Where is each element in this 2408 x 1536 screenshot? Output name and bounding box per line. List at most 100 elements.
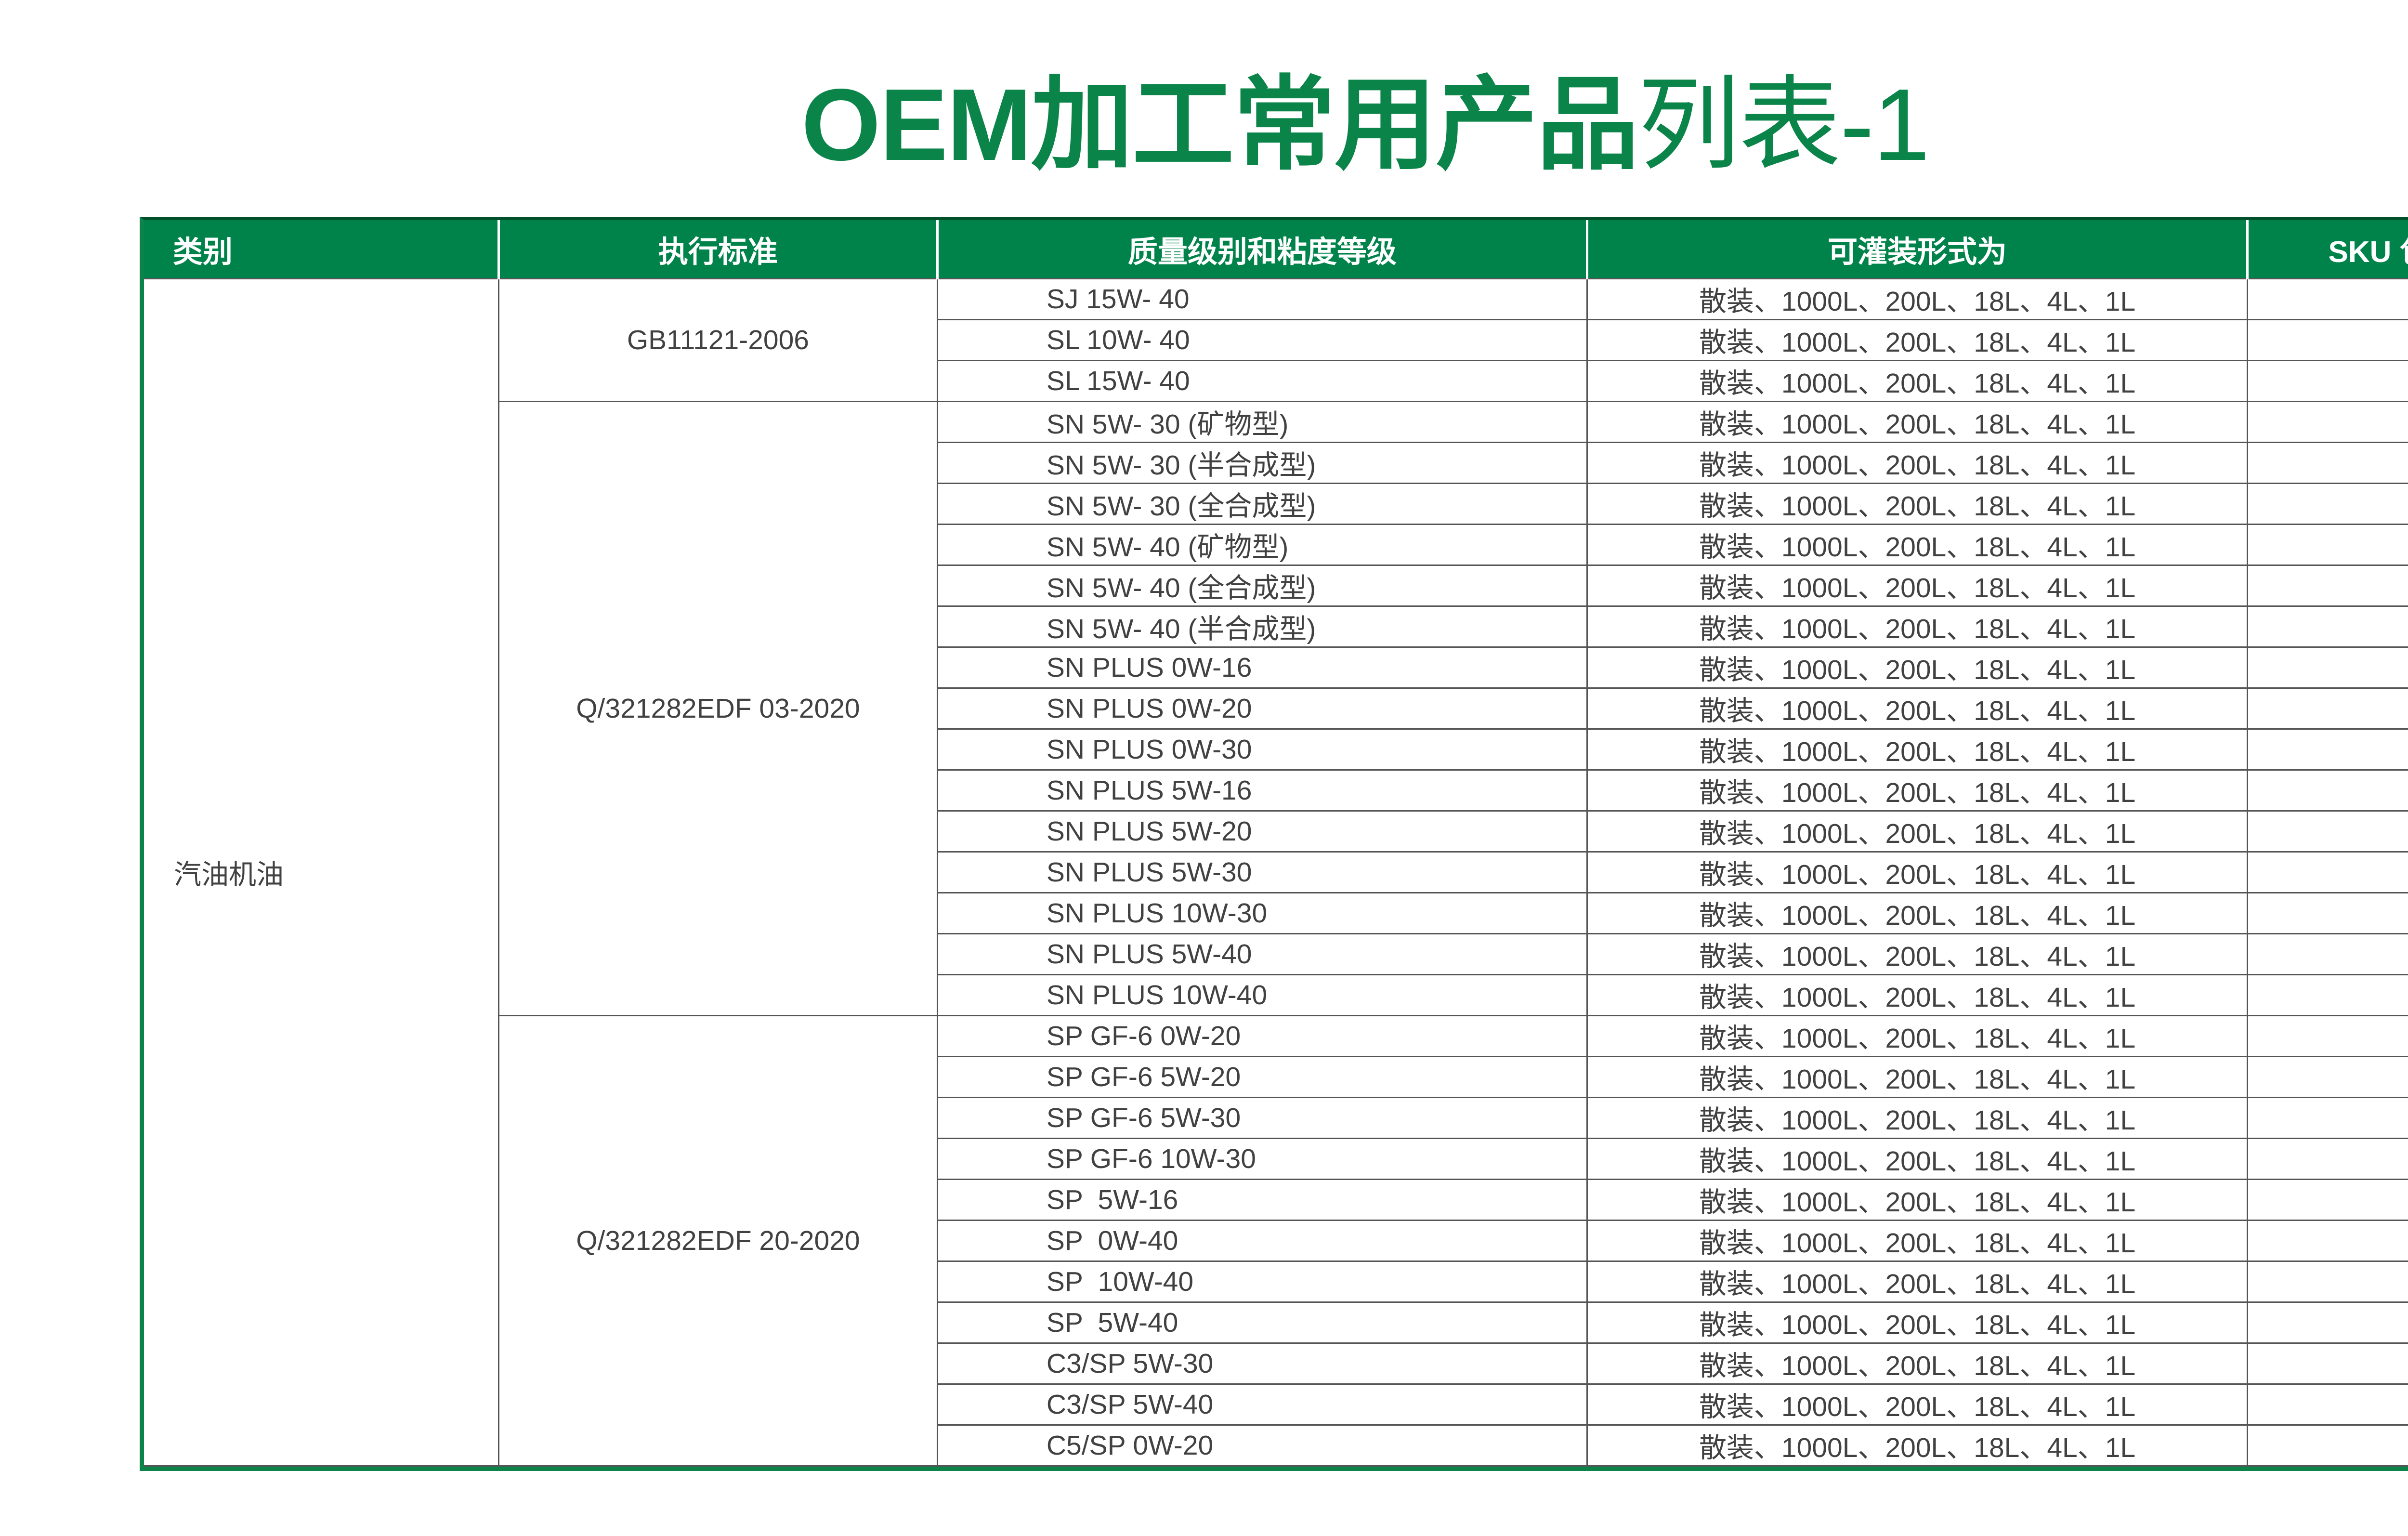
grade-cell: SN 5W- 40 (半合成型)	[936, 605, 1588, 648]
grade-cell: SN PLUS 5W-20	[936, 810, 1588, 853]
grade-cell: SN PLUS 5W-30	[936, 851, 1588, 893]
filling-cell: 散装、1000L、200L、18L、4L、1L	[1586, 933, 2249, 975]
grade-cell: SP GF-6 5W-30	[936, 1097, 1588, 1139]
table-row: SN 5W- 40 (全合成型)散装、1000L、200L、18L、4L、1L6	[144, 565, 2408, 607]
filling-cell: 散装、1000L、200L、18L、4L、1L	[1586, 565, 2249, 607]
sku-cell: 6	[2247, 851, 2408, 893]
filling-cell: 散装、1000L、200L、18L、4L、1L	[1586, 1056, 2249, 1098]
grade-cell: SN 5W- 40 (全合成型)	[936, 565, 1588, 607]
sku-cell: 6	[2247, 483, 2408, 525]
products-table: 类别 执行标准 质量级别和粘度等级 可灌装形式为 SKU 包装数量 汽油机油GB…	[144, 220, 2408, 1467]
table-row: 汽油机油 GB11121-2006 SJ 15W- 40 散装、1000L、200L、…	[144, 278, 2408, 1467]
filling-cell: 散装、1000L、200L、18L、4L、1L	[1586, 401, 2249, 443]
sku-cell: 6	[2247, 442, 2408, 484]
standard-cell: Q/321282EDF 20-2020	[498, 1015, 938, 1467]
filling-cell: 散装、1000L、200L、18L、4L、1L	[1586, 974, 2249, 1016]
sku-cell: 6	[2247, 1383, 2408, 1426]
sku-cell: 6	[2247, 319, 2408, 361]
filling-cell: 散装、1000L、200L、18L、4L、1L	[1586, 851, 2249, 893]
filling-cell: 散装、1000L、200L、18L、4L、1L	[1586, 1301, 2249, 1344]
filling-cell: 散装、1000L、200L、18L、4L、1L	[1586, 769, 2249, 812]
filling-cell: 散装、1000L、200L、18L、4L、1L	[1586, 442, 2249, 484]
grade-cell: SN PLUS 0W-20	[936, 687, 1588, 730]
sku-cell: 6	[2247, 1138, 2408, 1180]
sku-cell: 6	[2247, 687, 2408, 730]
grade-cell: SN PLUS 0W-30	[936, 728, 1588, 771]
grade-cell: SP 0W-40	[936, 1220, 1588, 1262]
standard-cell: Q/321282EDF 03-2020	[498, 401, 938, 1016]
grade-cell: C3/SP 5W-40	[936, 1383, 1588, 1426]
grade-cell: SN PLUS 5W-40	[936, 933, 1588, 975]
sku-cell: 6	[2247, 646, 2408, 689]
grade-cell: C3/SP 5W-30	[936, 1342, 1588, 1385]
filling-cell: 散装、1000L、200L、18L、4L、1L	[1586, 892, 2249, 934]
sku-cell: 6	[2247, 1179, 2408, 1221]
grade-cell: SP GF-6 0W-20	[936, 1015, 1588, 1057]
sku-cell: 6	[2247, 974, 2408, 1016]
header-cell-standard: 执行标准	[498, 220, 939, 279]
grade-cell: SP 5W-16	[936, 1179, 1588, 1221]
sku-cell: 6	[2247, 1220, 2408, 1262]
page-title: OEM加工常用产品列表-1	[0, 71, 2408, 179]
table-row: SN 5W- 30 (全合成型)散装、1000L、200L、18L、4L、1L6	[144, 483, 2408, 525]
sku-cell: 6	[2247, 1056, 2408, 1098]
category-cell: 汽油机油	[144, 278, 500, 1467]
products-table-frame: 类别 执行标准 质量级别和粘度等级 可灌装形式为 SKU 包装数量 汽油机油GB…	[140, 217, 2408, 1471]
filling-cell: 散装、1000L、200L、18L、4L、1L	[1586, 319, 2249, 361]
filling-cell: 散装、1000L、200L、18L、4L、1L	[1586, 1383, 2249, 1426]
filling-cell: 散装、1000L、200L、18L、4L、1L	[1586, 728, 2249, 771]
table-row: Q/321282EDF 20-2020 SP GF-6 0W-20 散装、1000L…	[144, 1015, 2408, 1467]
grade-cell: SN PLUS 10W-30	[936, 892, 1588, 934]
filling-cell: 散装、1000L、200L、18L、4L、1L	[1586, 360, 2249, 402]
sku-cell: 6	[2247, 728, 2408, 771]
header-cell-sku: SKU 包装数量	[2247, 220, 2408, 279]
grade-cell: SN PLUS 0W-16	[936, 646, 1588, 689]
filling-cell: 散装、1000L、200L、18L、4L、1L	[1586, 605, 2249, 648]
filling-cell: 散装、1000L、200L、18L、4L、1L	[1586, 1424, 2249, 1467]
table-body: 汽油机油 GB11121-2006 SJ 15W- 40 散装、1000L、200L、…	[144, 278, 2408, 1467]
grade-cell: SL 10W- 40	[936, 319, 1588, 361]
page-title-suffix: 列表-1	[1637, 67, 1930, 182]
sku-cell: 6	[2247, 360, 2408, 402]
sku-cell: 6	[2247, 769, 2408, 812]
sku-cell: 6	[2247, 933, 2408, 975]
filling-cell: 散装、1000L、200L、18L、4L、1L	[1586, 810, 2249, 853]
filling-cell: 散装、1000L、200L、18L、4L、1L	[1586, 524, 2249, 566]
grade-cell: SP GF-6 5W-20	[936, 1056, 1588, 1098]
filling-cell: 散装、1000L、200L、18L、4L、1L	[1586, 646, 2249, 689]
grade-cell: SN 5W- 30 (半合成型)	[936, 442, 1588, 484]
sku-cell: 6	[2247, 605, 2408, 648]
grade-cell: SP 5W-40	[936, 1301, 1588, 1344]
filling-cell: 散装、1000L、200L、18L、4L、1L	[1586, 1097, 2249, 1139]
filling-cell: 散装、1000L、200L、18L、4L、1L	[1586, 687, 2249, 730]
grade-cell: SJ 15W- 40	[936, 278, 1588, 320]
filling-cell: 散装、1000L、200L、18L、4L、1L	[1586, 1260, 2249, 1303]
filling-cell: 散装、1000L、200L、18L、4L、1L	[1586, 1342, 2249, 1385]
table-row: SN 5W- 40 (半合成型)散装、1000L、200L、18L、4L、1L6	[144, 605, 2408, 648]
header-cell-category: 类别	[144, 220, 500, 279]
sku-cell: 6	[2247, 1260, 2408, 1303]
sku-cell: 6	[2247, 1301, 2408, 1344]
header-cell-grade: 质量级别和粘度等级	[937, 220, 1589, 279]
table-row: Q/321282EDF 03-2020 SN 5W- 30 (矿物型) 散装、100…	[144, 401, 2408, 1016]
grade-cell: SN PLUS 5W-16	[936, 769, 1588, 812]
sku-cell: 6	[2247, 810, 2408, 853]
grade-cell: SP 10W-40	[936, 1260, 1588, 1303]
grade-cell: SN PLUS 10W-40	[936, 974, 1588, 1016]
sku-cell: 6	[2247, 1015, 2408, 1057]
filling-cell: 散装、1000L、200L、18L、4L、1L	[1586, 1138, 2249, 1180]
sku-cell: 6	[2247, 892, 2408, 934]
sku-cell: 6	[2247, 401, 2408, 443]
filling-cell: 散装、1000L、200L、18L、4L、1L	[1586, 483, 2249, 525]
